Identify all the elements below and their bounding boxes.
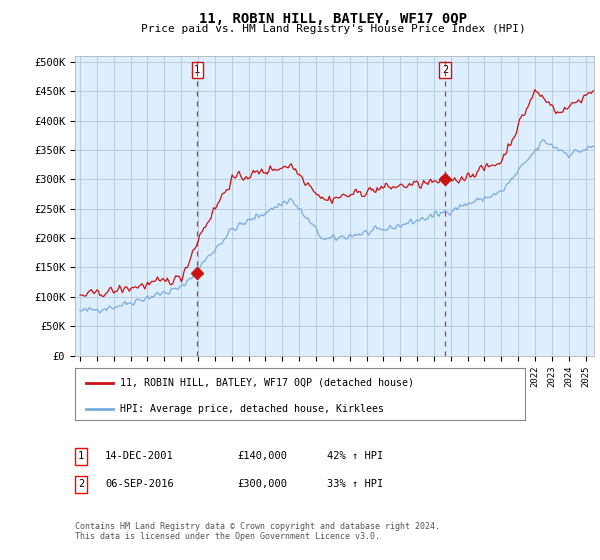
Text: Contains HM Land Registry data © Crown copyright and database right 2024.
This d: Contains HM Land Registry data © Crown c… xyxy=(75,522,440,542)
Text: 06-SEP-2016: 06-SEP-2016 xyxy=(105,479,174,489)
Text: HPI: Average price, detached house, Kirklees: HPI: Average price, detached house, Kirk… xyxy=(120,404,384,414)
Text: 1: 1 xyxy=(78,451,84,461)
Text: 1: 1 xyxy=(194,65,200,75)
Text: 2: 2 xyxy=(78,479,84,489)
Text: 33% ↑ HPI: 33% ↑ HPI xyxy=(327,479,383,489)
Text: 11, ROBIN HILL, BATLEY, WF17 0QP: 11, ROBIN HILL, BATLEY, WF17 0QP xyxy=(199,12,467,26)
Text: £140,000: £140,000 xyxy=(237,451,287,461)
Text: £300,000: £300,000 xyxy=(237,479,287,489)
Text: 2: 2 xyxy=(442,65,448,75)
Text: Price paid vs. HM Land Registry's House Price Index (HPI): Price paid vs. HM Land Registry's House … xyxy=(140,24,526,34)
Text: 14-DEC-2001: 14-DEC-2001 xyxy=(105,451,174,461)
Text: 11, ROBIN HILL, BATLEY, WF17 0QP (detached house): 11, ROBIN HILL, BATLEY, WF17 0QP (detach… xyxy=(120,378,414,388)
Text: 42% ↑ HPI: 42% ↑ HPI xyxy=(327,451,383,461)
